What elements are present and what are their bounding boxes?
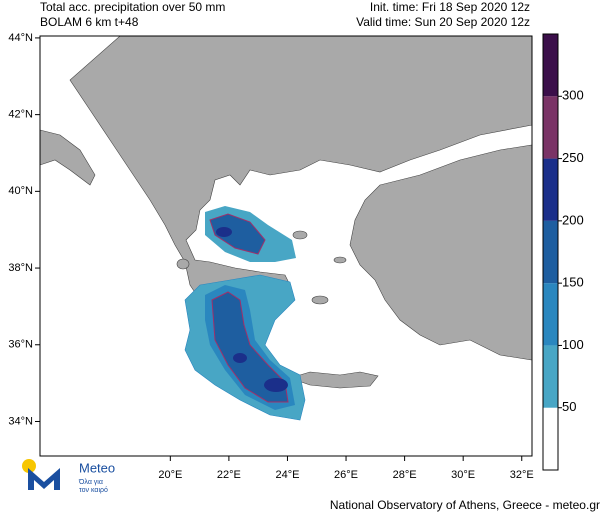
y-tick-label: 42°N: [8, 109, 33, 121]
island: [292, 230, 308, 240]
map-axes: 20°E 22°E 24°E 26°E 28°E 30°E 32°E 34°N 36°N 38°N…: [8, 32, 533, 481]
colorbar-tick-label: 200: [562, 212, 584, 227]
island: [333, 256, 347, 264]
y-tick-label: 38°N: [8, 262, 33, 274]
logo-sun: [22, 459, 36, 473]
y-tick-label: 44°N: [8, 32, 33, 44]
precip-area: [264, 378, 288, 392]
island: [176, 258, 190, 270]
colorbar-tick-label: 250: [562, 150, 584, 165]
x-tick-label: 28°E: [393, 469, 417, 481]
colorbar-tick-label: 50: [562, 399, 576, 414]
colorbar-frame: [542, 33, 559, 471]
logo-tagline: τον καιρό: [79, 486, 108, 494]
logo: Meteo Όλα για τον καιρό: [22, 459, 115, 494]
valid-time: Valid time: Sun 20 Sep 2020 12z: [356, 15, 530, 29]
land: [39, 129, 96, 186]
colorbar: 50 100 150 200 250 300: [542, 33, 584, 471]
precip-area: [216, 227, 232, 237]
init-time: Init. time: Fri 18 Sep 2020 12z: [370, 0, 530, 14]
x-tick-label: 20°E: [158, 469, 182, 481]
precip-area: [233, 353, 247, 363]
land: [349, 144, 533, 361]
logo-tagline: Όλα για: [78, 479, 103, 486]
x-tick-label: 32°E: [510, 469, 534, 481]
land: [289, 371, 379, 389]
colorbar-bin: [543, 283, 558, 346]
footer: National Observatory of Athens, Greece -…: [330, 498, 600, 512]
x-tick-label: 22°E: [217, 469, 241, 481]
colorbar-bin: [543, 345, 558, 408]
colorbar-tick-label: 300: [562, 88, 584, 103]
y-tick-label: 40°N: [8, 185, 33, 197]
precip-area: [209, 213, 266, 255]
colorbar-tick-label: 150: [562, 275, 584, 290]
x-tick-label: 26°E: [334, 469, 358, 481]
x-tick-label: 24°E: [275, 469, 299, 481]
colorbar-bin: [543, 34, 558, 97]
model-label: BOLAM 6 km t+48: [40, 15, 139, 29]
logo-mark: [28, 468, 60, 490]
y-tick-label: 36°N: [8, 339, 33, 351]
land: [69, 35, 533, 346]
y-tick-label: 34°N: [8, 415, 33, 427]
colorbar-bin: [543, 158, 558, 221]
colorbar-bin: [543, 220, 558, 284]
island: [311, 295, 329, 305]
logo-name: Meteo: [79, 460, 115, 475]
colorbar-tick-label: 100: [562, 337, 584, 352]
map-frame: [39, 35, 533, 457]
x-tick-label: 30°E: [451, 469, 475, 481]
title: Total acc. precipitation over 50 mm: [40, 0, 225, 14]
map: [39, 35, 533, 457]
colorbar-bin: [543, 96, 558, 159]
colorbar-bin: [543, 407, 558, 470]
